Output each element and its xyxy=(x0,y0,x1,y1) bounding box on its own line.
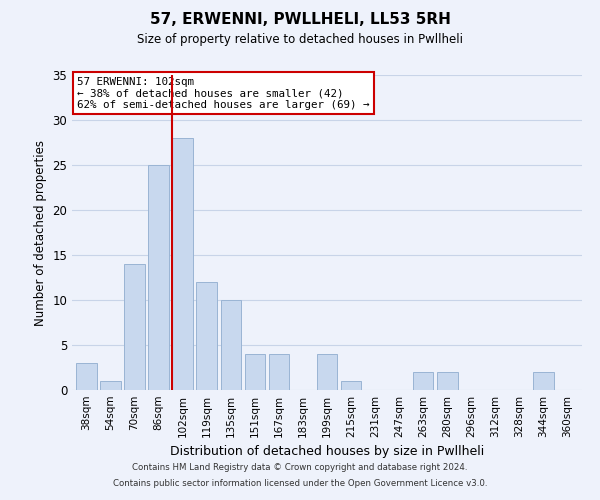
Bar xyxy=(245,354,265,390)
Text: 57, ERWENNI, PWLLHELI, LL53 5RH: 57, ERWENNI, PWLLHELI, LL53 5RH xyxy=(149,12,451,28)
Text: Contains HM Land Registry data © Crown copyright and database right 2024.: Contains HM Land Registry data © Crown c… xyxy=(132,464,468,472)
Bar xyxy=(172,138,193,390)
Text: Size of property relative to detached houses in Pwllheli: Size of property relative to detached ho… xyxy=(137,32,463,46)
Bar xyxy=(437,372,458,390)
Text: Contains public sector information licensed under the Open Government Licence v3: Contains public sector information licen… xyxy=(113,478,487,488)
Bar xyxy=(76,363,97,390)
Bar xyxy=(148,165,169,390)
Bar xyxy=(341,381,361,390)
Y-axis label: Number of detached properties: Number of detached properties xyxy=(34,140,47,326)
Bar xyxy=(413,372,433,390)
Bar xyxy=(317,354,337,390)
Bar xyxy=(269,354,289,390)
Bar xyxy=(533,372,554,390)
Bar xyxy=(124,264,145,390)
Bar xyxy=(196,282,217,390)
X-axis label: Distribution of detached houses by size in Pwllheli: Distribution of detached houses by size … xyxy=(170,446,484,458)
Text: 57 ERWENNI: 102sqm
← 38% of detached houses are smaller (42)
62% of semi-detache: 57 ERWENNI: 102sqm ← 38% of detached hou… xyxy=(77,76,370,110)
Bar xyxy=(100,381,121,390)
Bar xyxy=(221,300,241,390)
